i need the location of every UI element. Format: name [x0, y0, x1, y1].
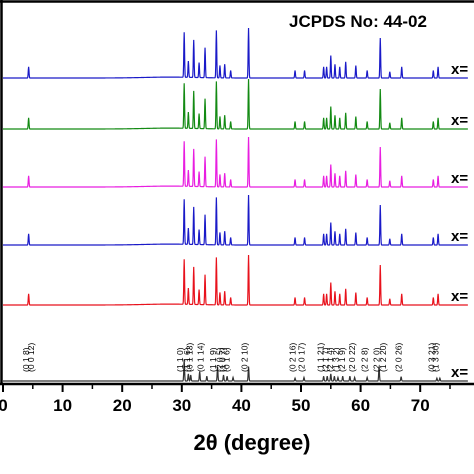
- series-label: x=: [451, 364, 468, 381]
- xrd-series-trace: [3, 359, 468, 382]
- series-label: x=: [451, 112, 468, 129]
- reference-peak-label: (1 2 20): [378, 343, 388, 372]
- x-axis-ticks: 0 10 20 30 40 50 60 70: [0, 384, 451, 415]
- reference-peak-label: (2 1 9): [337, 347, 347, 372]
- chart-title: JCPDS No: 44-02: [289, 12, 427, 31]
- xrd-series-trace: [3, 78, 468, 130]
- reference-peak-label: (0 1 8): [21, 347, 31, 372]
- series-labels: x= x= x= x= x= x=: [451, 61, 468, 381]
- x-tick-label: 0: [0, 396, 8, 415]
- reference-peak-labels: (0 1 8)(0 0 12) (1 1 0)(1 1 6)(0 1 13) (0 …: [21, 343, 441, 372]
- x-tick-label: 50: [292, 396, 311, 415]
- x-tick-label: 10: [53, 396, 72, 415]
- reference-peak-label: (1 1 21): [316, 343, 326, 372]
- series-label: x=: [451, 170, 468, 187]
- reference-peak-label: (0 2 10): [239, 343, 249, 372]
- reference-peak-label: (2 0 17): [297, 343, 307, 372]
- reference-peak-label: (0 2 16): [288, 343, 298, 372]
- reference-peak-label: (1 1 9): [208, 347, 218, 372]
- reference-peak-label: (2 2 0): [372, 347, 382, 372]
- xrd-series-trace: [3, 254, 468, 306]
- reference-peak-label: (1 0 7): [217, 347, 227, 372]
- reference-peak-label: (2 0 26): [394, 343, 404, 372]
- reference-peak-label: (1 3 30): [431, 343, 441, 372]
- reference-peak-label: (2 2 8): [360, 347, 370, 372]
- series-label: x=: [451, 61, 468, 78]
- reference-peak-label: (2 1 7): [320, 347, 330, 372]
- reference-peak-label: (0 1 14): [195, 343, 205, 372]
- xrd-series-trace: [3, 27, 468, 79]
- x-tick-label: 60: [351, 396, 370, 415]
- reference-peak-label: (2 1 4): [325, 347, 335, 372]
- series-label: x=: [451, 288, 468, 305]
- axes: [0, 0, 474, 386]
- reference-peak-label: (1 1 0): [175, 347, 185, 372]
- reference-peak-label: (0 0 12): [26, 343, 36, 372]
- xrd-series-trace: [3, 136, 468, 188]
- reference-peak-label: (0 3 21): [427, 343, 437, 372]
- x-axis-label: 2θ (degree): [193, 430, 310, 455]
- x-tick-label: 30: [172, 396, 191, 415]
- reference-peak-label: (2 0 22): [347, 343, 357, 372]
- x-tick-label: 40: [232, 396, 251, 415]
- reference-peak-label: (2 0 5): [214, 347, 224, 372]
- reference-peak-label: (0 1 6): [222, 347, 232, 372]
- xrd-series-trace: [3, 194, 468, 246]
- reference-peak-label: (1 1 6): [182, 347, 192, 372]
- series-label: x=: [451, 228, 468, 245]
- pattern-traces: [3, 27, 468, 382]
- x-tick-label: 20: [113, 396, 132, 415]
- reference-peak-label: (0 1 13): [185, 343, 195, 372]
- reference-peak-label: (1 3 2): [331, 347, 341, 372]
- x-tick-label: 70: [411, 396, 430, 415]
